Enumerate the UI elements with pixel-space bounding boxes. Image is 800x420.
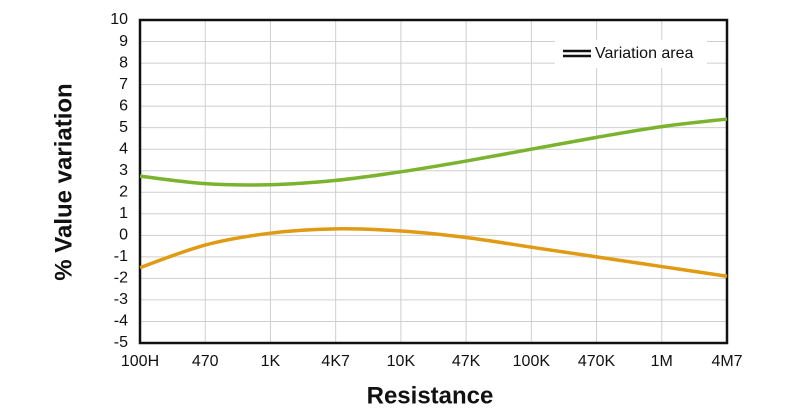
plot-frame [138, 18, 729, 345]
x-tick-label: 470 [192, 353, 219, 370]
x-tick-label: 47K [452, 353, 481, 370]
x-tick-label: 1M [651, 353, 673, 370]
y-tick-label: 4 [119, 140, 128, 157]
y-tick-label: -1 [114, 248, 128, 265]
x-axis-label: Resistance [367, 382, 494, 409]
y-tick-label: 7 [119, 76, 128, 93]
x-tick-label: 1K [261, 353, 281, 370]
y-tick-label: 5 [119, 119, 128, 136]
y-tick-label: 10 [110, 11, 128, 28]
x-tick-label: 100K [513, 353, 551, 370]
x-tick-label: 4M7 [711, 353, 742, 370]
y-tick-label: -5 [114, 334, 128, 351]
legend-box [555, 40, 707, 68]
y-tick-label: 6 [119, 97, 128, 114]
y-tick-label: 1 [119, 205, 128, 222]
y-axis-label: % Value variation [50, 83, 77, 280]
x-tick-label: 10K [387, 353, 416, 370]
y-tick-label: 9 [119, 33, 128, 50]
x-tick-label: 4K7 [321, 353, 350, 370]
y-tick-label: -4 [114, 313, 128, 330]
y-tick-label: 2 [119, 183, 128, 200]
y-tick-label: 3 [119, 162, 128, 179]
y-tick-label: -2 [114, 270, 128, 287]
y-tick-label: -3 [114, 291, 128, 308]
y-tick-label: 0 [119, 227, 128, 244]
series-line [139, 117, 728, 187]
legend-label: Variation area [595, 45, 694, 62]
x-tick-label: 100H [121, 353, 159, 370]
y-tick-label: 8 [119, 54, 128, 71]
x-tick-label: 470K [578, 353, 616, 370]
series-line [139, 227, 728, 278]
